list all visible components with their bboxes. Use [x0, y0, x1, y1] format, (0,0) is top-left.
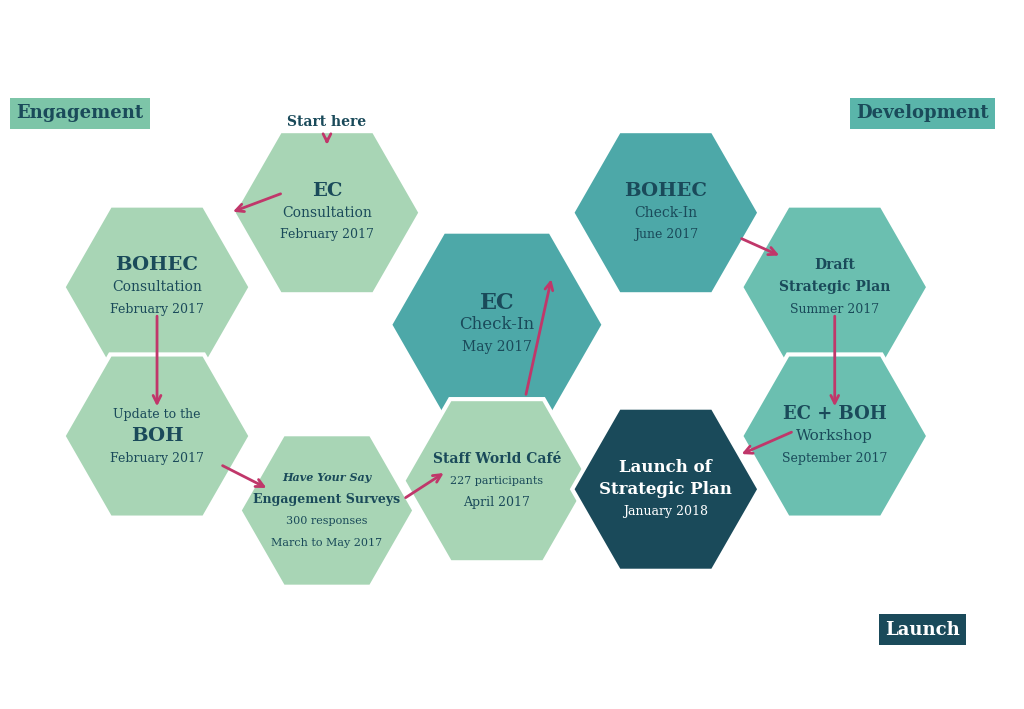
Text: September 2017: September 2017: [782, 452, 888, 464]
Text: EC: EC: [311, 182, 342, 200]
Text: EC + BOH: EC + BOH: [783, 405, 887, 423]
Text: Check-In: Check-In: [634, 206, 697, 220]
Text: BOHEC: BOHEC: [625, 182, 708, 200]
Polygon shape: [741, 354, 929, 518]
Text: Engagement Surveys: Engagement Surveys: [253, 493, 400, 506]
Text: Update to the: Update to the: [114, 408, 201, 420]
Text: June 2017: June 2017: [634, 228, 698, 241]
Polygon shape: [233, 131, 421, 294]
Polygon shape: [741, 206, 929, 369]
Text: Consultation: Consultation: [282, 206, 372, 220]
Text: Strategic Plan: Strategic Plan: [599, 481, 732, 498]
Polygon shape: [403, 399, 591, 562]
Text: Have Your Say: Have Your Say: [283, 472, 372, 483]
Text: February 2017: February 2017: [111, 452, 204, 464]
Text: Summer 2017: Summer 2017: [791, 303, 880, 316]
Polygon shape: [390, 232, 604, 418]
Polygon shape: [240, 434, 415, 587]
Text: Strategic Plan: Strategic Plan: [779, 280, 891, 294]
Text: 227 participants: 227 participants: [451, 476, 544, 486]
Text: Launch: Launch: [885, 620, 959, 639]
Text: Development: Development: [856, 104, 988, 123]
Text: April 2017: April 2017: [464, 496, 530, 509]
Polygon shape: [572, 408, 760, 571]
Text: Launch of: Launch of: [620, 459, 712, 476]
Text: Engagement: Engagement: [16, 104, 143, 123]
Text: Staff World Café: Staff World Café: [433, 452, 561, 466]
Text: EC: EC: [479, 291, 514, 313]
Text: February 2017: February 2017: [111, 303, 204, 316]
Text: BOH: BOH: [131, 427, 183, 445]
Text: Workshop: Workshop: [797, 429, 873, 443]
Text: Draft: Draft: [814, 258, 855, 272]
Text: February 2017: February 2017: [280, 228, 374, 241]
Text: BOHEC: BOHEC: [116, 256, 199, 274]
Polygon shape: [63, 354, 251, 518]
Polygon shape: [572, 131, 760, 294]
Text: 300 responses: 300 responses: [287, 516, 368, 527]
Text: Check-In: Check-In: [460, 316, 535, 333]
Text: May 2017: May 2017: [462, 340, 531, 354]
Text: Consultation: Consultation: [112, 280, 202, 294]
Text: March to May 2017: March to May 2017: [271, 538, 383, 549]
Polygon shape: [63, 206, 251, 369]
Text: January 2018: January 2018: [624, 505, 709, 518]
Text: Start here: Start here: [288, 115, 367, 129]
